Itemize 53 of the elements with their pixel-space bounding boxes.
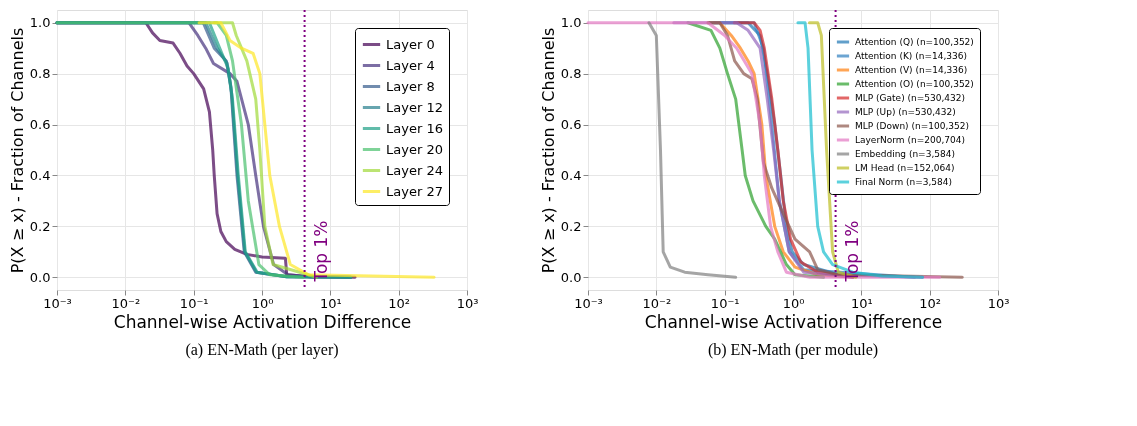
ref-line-label: Top 1% (310, 220, 331, 283)
y-tick-label: 0.0 (29, 269, 51, 285)
y-tick-label: 0.8 (29, 66, 51, 82)
legend-label: Embedding (n=3,584) (855, 149, 955, 159)
legend-label: Attention (O) (n=100,352) (855, 79, 974, 89)
x-tick-label: 10⁻³ (43, 295, 72, 311)
x-tick-label: 10⁻³ (574, 295, 603, 311)
legend-label: Layer 12 (386, 99, 443, 115)
y-tick-label: 0.2 (560, 218, 582, 234)
x-tick-label: 10⁰ (251, 295, 274, 311)
y-axis-title: P(X ≥ x) - Fraction of Channels (7, 27, 27, 274)
legend-label: Layer 16 (386, 120, 443, 136)
x-tick-label: 10⁻² (642, 295, 672, 311)
x-tick-label: 10¹ (850, 295, 873, 311)
x-tick-label: 10³ (987, 295, 1010, 311)
legend-label: Attention (K) (n=14,336) (855, 51, 967, 61)
y-tick-label: 0.4 (560, 167, 582, 183)
x-tick-label: 10⁻² (111, 295, 141, 311)
y-tick-label: 0.4 (29, 167, 51, 183)
ref-line-label: Top 1% (841, 220, 862, 283)
legend-label: Layer 27 (386, 183, 443, 199)
legend-label: Layer 20 (386, 141, 443, 157)
y-tick-label: 1.0 (560, 15, 582, 31)
legend-label: Layer 0 (386, 36, 435, 52)
text: (a) EN-Math (per layer) (185, 341, 339, 359)
legend-label: LayerNorm (n=200,704) (855, 135, 965, 145)
legend-label: MLP (Up) (n=530,432) (855, 107, 956, 117)
x-axis-title: Channel-wise Activation Difference (113, 311, 412, 332)
x-tick-label: 10¹ (319, 295, 342, 311)
legend-label: MLP (Down) (n=100,352) (855, 121, 969, 131)
legend-label: Layer 8 (386, 78, 435, 94)
y-tick-label: 0.6 (29, 117, 51, 133)
legend-label: MLP (Gate) (n=530,432) (855, 93, 965, 103)
x-tick-label: 10² (919, 295, 942, 311)
legend-label: Attention (V) (n=14,336) (855, 65, 968, 75)
y-tick-label: 0.6 (560, 117, 582, 133)
x-tick-label: 10⁻¹ (179, 295, 209, 311)
legend-label: LM Head (n=152,064) (855, 163, 955, 173)
y-tick-label: 0.8 (560, 66, 582, 82)
x-axis-title: Channel-wise Activation Difference (644, 311, 943, 332)
x-tick-label: 10² (388, 295, 411, 311)
legend-label: Layer 4 (386, 57, 435, 73)
legend-label: Attention (Q) (n=100,352) (855, 37, 974, 47)
x-tick-label: 10³ (456, 295, 479, 311)
text: (b) EN-Math (per module) (707, 341, 879, 359)
legend-label: Final Norm (n=3,584) (855, 177, 953, 187)
y-axis-title: P(X ≥ x) - Fraction of Channels (538, 27, 558, 274)
y-tick-label: 0.2 (29, 218, 51, 234)
y-tick-label: 1.0 (29, 15, 51, 31)
x-tick-label: 10⁰ (782, 295, 805, 311)
x-tick-label: 10⁻¹ (710, 295, 740, 311)
y-tick-label: 0.0 (560, 269, 582, 285)
legend-label: Layer 24 (386, 162, 443, 178)
